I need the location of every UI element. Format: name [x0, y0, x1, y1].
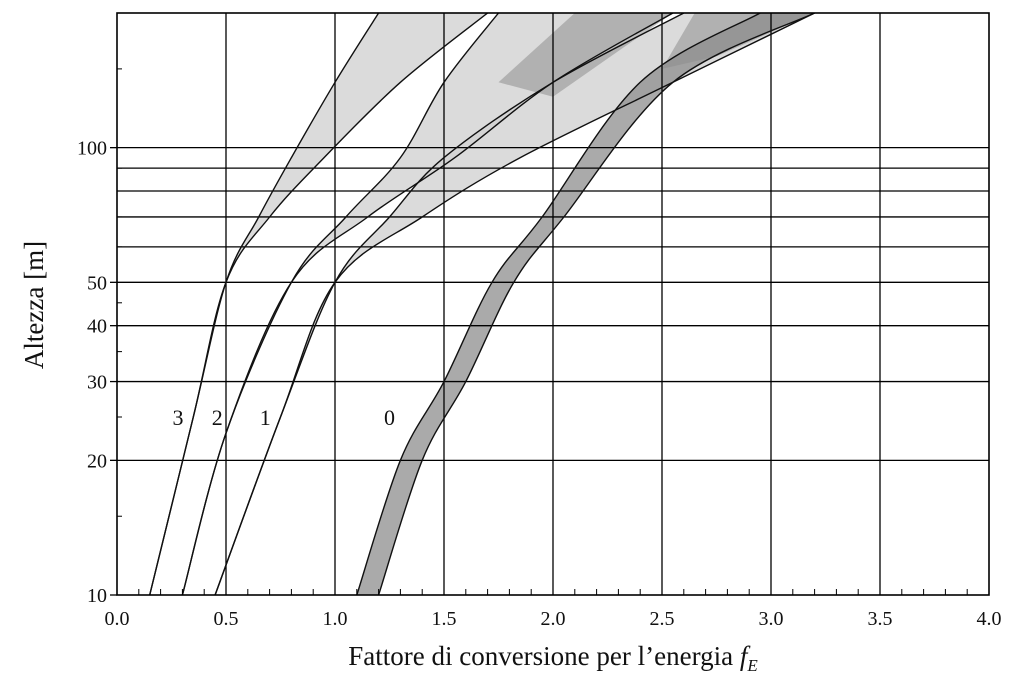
- curve-band-3: [149, 13, 488, 595]
- curves: [149, 13, 815, 595]
- x-tick-label: 0.5: [214, 608, 239, 630]
- y-tick-label: 20: [87, 450, 107, 472]
- x-tick-label: 1.5: [432, 608, 457, 630]
- y-axis-title: Altezza [m]: [19, 241, 49, 369]
- y-tick-label: 30: [87, 372, 107, 394]
- overlap-region: [498, 13, 673, 97]
- curve-band-1: [215, 13, 815, 595]
- curve-label-0: 0: [384, 405, 395, 430]
- x-tick-label: 3.0: [759, 608, 784, 630]
- x-axis-symbol: f: [740, 641, 751, 671]
- y-tick-label: 40: [87, 316, 107, 338]
- curve-labels: 3 2 1 0: [173, 405, 395, 430]
- curve-0-lower: [356, 13, 761, 595]
- y-tick-label: 10: [87, 585, 107, 607]
- x-axis-subscript: E: [746, 656, 758, 675]
- x-axis-title: Fattore di conversione per l’energia fE: [348, 641, 758, 675]
- x-tick-label: 4.0: [977, 608, 1002, 630]
- overlap-region: [662, 13, 815, 69]
- y-tick-label: 50: [87, 272, 107, 294]
- curve-label-3: 3: [173, 405, 184, 430]
- curve-3-upper: [149, 13, 489, 595]
- curve-0-upper: [377, 13, 815, 595]
- y-tick-label: 100: [77, 138, 107, 160]
- curve-band-2: [182, 13, 673, 595]
- curve-label-2: 2: [212, 405, 223, 430]
- x-tick-label: 2.5: [650, 608, 675, 630]
- x-tick-label: 3.5: [868, 608, 893, 630]
- curve-bands: [149, 13, 815, 595]
- curve-label-1: 1: [260, 405, 271, 430]
- x-axis-title-text: Fattore di conversione per l’energia: [348, 641, 733, 671]
- x-tick-label: 0.0: [105, 608, 130, 630]
- x-tick-label: 2.0: [541, 608, 566, 630]
- x-tick-label: 1.0: [323, 608, 348, 630]
- grid: [117, 13, 989, 595]
